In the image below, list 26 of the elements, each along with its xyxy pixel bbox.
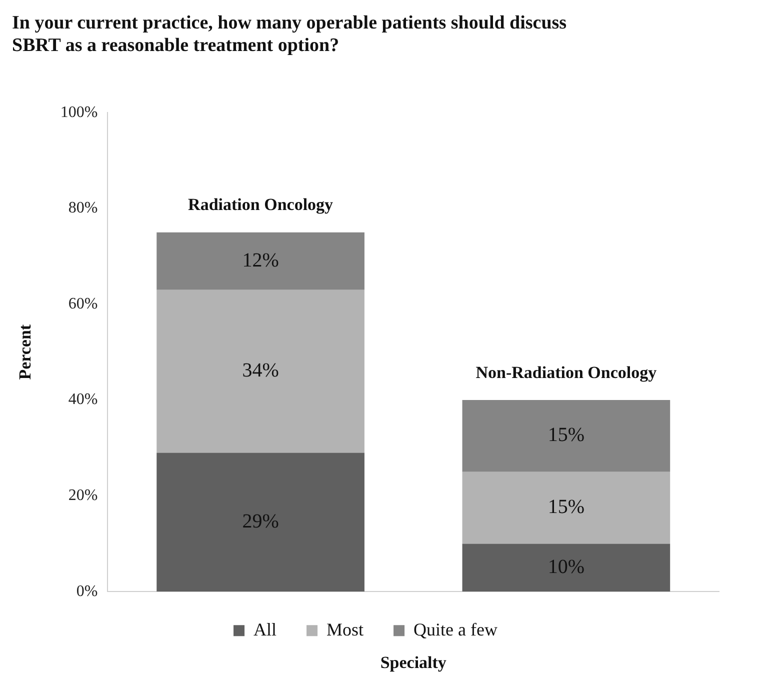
bar [156,452,364,592]
data-label: 29% [242,510,279,532]
y-axis-title: Percent [16,324,35,380]
y-tick-label: 0% [76,582,98,600]
y-tick-label: 100% [60,104,98,121]
bar [462,472,670,544]
legend-label: Most [326,619,364,640]
data-label: 34% [242,360,279,382]
data-label: 12% [242,249,279,272]
chart-title: In your current practice, how many operable patients should discuss SBRT as a reasonable treatment option? [12,12,567,56]
bar [462,544,670,592]
legend-label: All [254,619,277,640]
y-tick-label: 60% [68,295,98,312]
bar [462,400,670,472]
bar [156,232,364,290]
legend-label: Quite a few [414,619,498,640]
y-tick-label: 20% [68,487,98,504]
x-tick-label: Non-Radiation Oncology [476,362,658,382]
y-tick-label: 40% [68,391,98,408]
bar [156,290,364,453]
data-label: 15% [548,424,585,446]
data-label: 10% [548,556,585,578]
x-tick-label: Radiation Oncology [188,195,334,214]
y-tick-label: 80% [68,200,98,217]
x-axis-title: Specialty [380,653,447,672]
data-label: 15% [548,496,585,518]
